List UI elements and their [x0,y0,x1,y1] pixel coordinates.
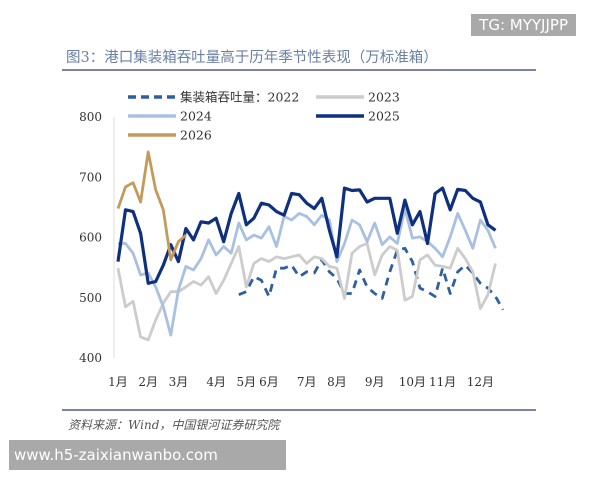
legend-label: 2025 [368,109,400,124]
legend-label: 2023 [368,90,400,105]
y-tick-label: 700 [79,170,102,184]
series-line [116,150,187,262]
y-tick-label: 500 [79,291,102,305]
x-tick-label: 5月 [237,375,257,389]
chart-title: 图3：港口集装箱吞吐量高于历年季节性表现（万标准箱） [66,50,438,66]
legend-label: 2026 [180,128,212,143]
series-line [116,242,497,342]
watermark-site: www.h5-zaixianwanbo.com [9,440,286,470]
series-lines [116,150,505,342]
series-0 [238,246,505,311]
x-tick-label: 10月 [399,375,426,389]
y-tick-label: 400 [79,351,102,365]
y-tick-label: 800 [79,110,102,124]
title-divider [62,69,536,71]
source-divider [62,409,536,411]
legend: 集装箱吞吐量：2022 2023 2024 2025 2026 [128,90,400,143]
series-line [238,246,505,311]
x-tick-label: 2月 [138,375,158,389]
series-line [116,186,497,285]
x-tick-label: 12月 [467,375,494,389]
watermark-tg: TG: MYYJJPP [471,14,576,36]
x-tick-label: 7月 [297,375,317,389]
series-2 [117,207,497,337]
source-note: 资料来源：Wind，中国银河证券研究院 [68,418,280,432]
series-4 [116,150,187,262]
x-tick-label: 1月 [108,375,128,389]
x-ticks: 1月 2月 3月 4月 5月 6月 7月 8月 9月 10月 11月 12月 [108,375,494,389]
legend-label: 集装箱吞吐量：2022 [180,90,299,105]
x-tick-label: 6月 [259,375,279,389]
y-ticks: 400 500 600 700 800 [79,110,102,365]
series-1 [116,242,497,342]
x-tick-label: 9月 [365,375,385,389]
x-tick-label: 11月 [429,375,456,389]
y-tick-label: 600 [79,231,102,245]
x-tick-label: 8月 [327,375,347,389]
legend-label: 2024 [180,109,212,124]
x-tick-label: 4月 [206,375,226,389]
x-tick-label: 3月 [169,375,189,389]
series-3 [116,186,497,285]
